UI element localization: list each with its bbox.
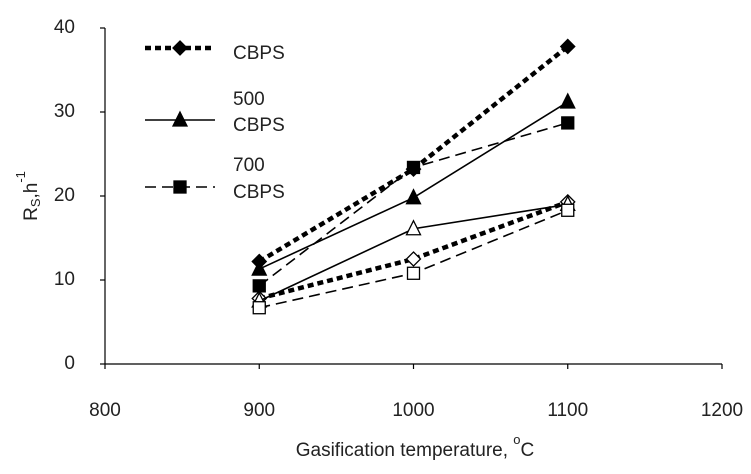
series-line (258, 199, 569, 301)
data-point (406, 160, 421, 175)
annotation: 700 (233, 155, 265, 176)
data-point (559, 38, 576, 55)
x-tick-label: 1200 (701, 400, 743, 421)
x-label-unit: C (521, 440, 535, 461)
y-tick-label: 30 (54, 101, 75, 122)
y-label-unit: ,h (21, 183, 42, 199)
y-label-sub: S (28, 198, 43, 207)
y-tick-label: 10 (54, 269, 75, 290)
legend-marker (172, 40, 188, 56)
data-point (405, 219, 422, 236)
x-tick-label: 1100 (547, 400, 588, 421)
x-label-text: Gasification temperature, (296, 440, 514, 461)
legend-label: CBPS (233, 43, 285, 64)
x-tick-label: 900 (243, 400, 275, 421)
y-axis-label: RS,h-1 (13, 171, 43, 221)
data-point (252, 301, 266, 315)
data-point (252, 279, 266, 293)
x-tick-label: 1000 (392, 400, 434, 421)
y-label-text: R (21, 207, 42, 221)
legend-marker (171, 110, 189, 127)
x-label-sup: o (513, 432, 520, 447)
legend-label: CBPS (233, 182, 285, 203)
data-point (251, 259, 268, 276)
legend-marker (173, 180, 187, 194)
data-point (561, 116, 575, 130)
y-tick-label: 40 (54, 17, 75, 38)
y-label-sup: -1 (13, 171, 28, 183)
data-point (561, 203, 575, 217)
legend-label: CBPS (233, 115, 285, 136)
x-axis-label: Gasification temperature, oC (296, 432, 535, 461)
annotation: 500 (233, 89, 265, 110)
series-line (258, 101, 569, 270)
x-tick-label: 800 (89, 400, 121, 421)
data-point (405, 251, 422, 267)
y-tick-label: 20 (54, 185, 75, 206)
series-line (258, 44, 570, 264)
y-tick-label: 0 (64, 353, 75, 374)
data-point (559, 92, 576, 109)
data-point (406, 266, 421, 280)
data-point (405, 188, 422, 205)
